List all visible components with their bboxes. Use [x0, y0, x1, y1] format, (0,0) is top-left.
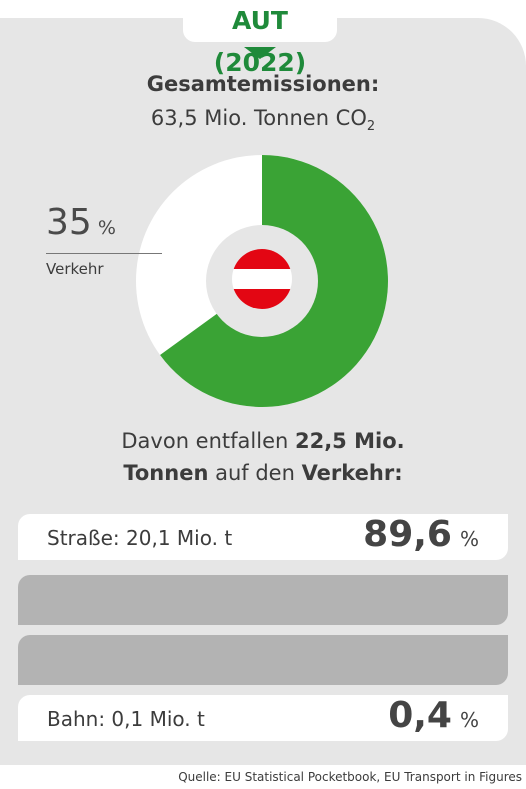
mode-row-rail: Bahn: 0,1 Mio. t 0,4%: [18, 695, 508, 741]
summary-unit: Tonnen: [123, 461, 209, 485]
tag-arrow-icon: [244, 47, 276, 59]
mode-row-percent-value: 89,6: [363, 514, 452, 555]
austria-flag-icon: [232, 249, 292, 309]
mode-row-label: Bahn: 0,1 Mio. t: [47, 707, 205, 731]
emissions-donut-chart: [136, 155, 388, 407]
mode-row-percent: 0,4%: [388, 695, 479, 736]
transport-share-value: 35%: [46, 202, 116, 243]
transport-summary: Davon entfallen 22,5 Mio. Tonnen auf den…: [0, 425, 526, 489]
transport-share-number: 35: [46, 202, 92, 243]
mode-row-percent-value: 0,4: [388, 695, 452, 736]
summary-part1: Davon entfallen: [121, 429, 295, 453]
mode-row-hidden-2: [18, 635, 508, 685]
co2-subscript: 2: [366, 119, 376, 135]
total-emissions-label: Gesamtemissionen:: [146, 72, 380, 96]
mode-row-percent-unit: %: [459, 708, 479, 732]
mode-row-percent-unit: %: [459, 527, 479, 551]
summary-sector: Verkehr:: [301, 461, 403, 485]
mode-row-label: Straße: 20,1 Mio. t: [47, 526, 233, 550]
mode-row-hidden-1: [18, 575, 508, 625]
summary-part4: auf den: [208, 461, 302, 485]
total-emissions-value: 63,5 Mio. Tonnen CO2: [0, 106, 526, 134]
mode-row-road: Straße: 20,1 Mio. t 89,6%: [18, 514, 508, 560]
mode-row-percent: 89,6%: [363, 514, 479, 555]
transport-share-label: Verkehr: [46, 260, 104, 278]
transport-share-unit: %: [97, 217, 116, 239]
country-year-tag: AUT (2022): [183, 0, 337, 77]
source-note: Quelle: EU Statistical Pocketbook, EU Tr…: [178, 770, 522, 784]
summary-amount: 22,5 Mio.: [294, 429, 405, 453]
total-emissions-amount: 63,5 Mio. Tonnen CO: [150, 106, 367, 130]
share-leader-line: [46, 253, 162, 254]
